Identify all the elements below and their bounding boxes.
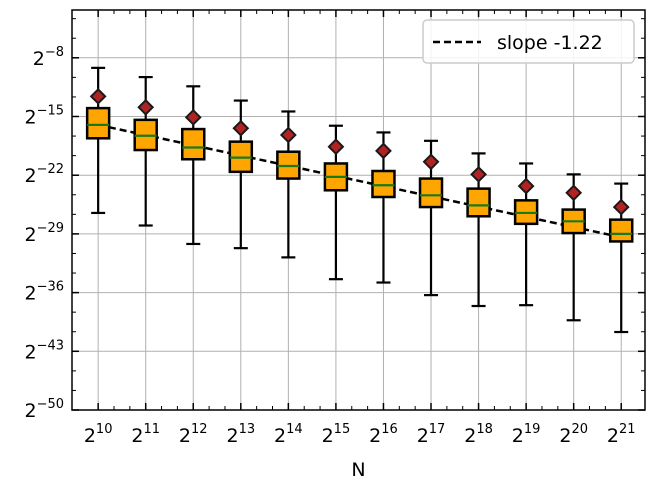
x-tick-label: 221 — [607, 422, 636, 447]
x-tick-label: 212 — [179, 422, 208, 447]
x-tick-label-base: 2 — [607, 425, 619, 447]
tick-group — [72, 10, 645, 411]
max-marker — [137, 98, 155, 116]
x-tick-label-base: 2 — [274, 425, 286, 447]
x-tick-label-base: 2 — [131, 425, 143, 447]
box-group — [85, 66, 634, 334]
y-tick-label-base: 2 — [24, 400, 36, 422]
max-marker — [422, 153, 440, 171]
y-tick-label: 2−50 — [24, 397, 64, 422]
y-tick-label-base: 2 — [24, 165, 36, 187]
y-tick-label-base: 2 — [24, 106, 36, 128]
max-marker — [232, 119, 250, 137]
x-tick-label: 213 — [226, 422, 255, 447]
x-tick-label: 214 — [274, 422, 303, 447]
x-tick-label-exponent: 18 — [476, 422, 493, 437]
y-tick-label: 2−43 — [24, 338, 64, 363]
legend-label: slope -1.22 — [497, 32, 603, 54]
max-marker — [375, 142, 392, 160]
x-axis-title: N — [351, 459, 365, 481]
y-tick-label: 2−15 — [24, 103, 64, 128]
x-tick-label-base: 2 — [84, 425, 96, 447]
y-tick-label-base: 2 — [24, 283, 36, 305]
plot-frame — [71, 9, 646, 411]
y-tick-label-base: 2 — [33, 48, 45, 70]
x-tick-label-exponent: 17 — [429, 422, 446, 437]
max-marker — [612, 198, 630, 216]
max-marker — [565, 184, 583, 202]
x-tick-label: 220 — [559, 422, 588, 447]
x-tick-label-exponent: 16 — [381, 422, 398, 437]
y-tick-label-base: 2 — [24, 224, 36, 246]
x-tick-label-exponent: 10 — [96, 422, 113, 437]
max-marker — [517, 177, 535, 195]
y-tick-label-exponent: −36 — [37, 280, 64, 295]
box — [371, 169, 396, 199]
x-tick-label: 210 — [84, 422, 113, 447]
box — [85, 106, 111, 140]
y-tick-label-exponent: −29 — [37, 221, 64, 236]
y-tick-label: 2−8 — [33, 45, 64, 70]
x-tick-label: 218 — [464, 422, 493, 447]
x-tick-label-base: 2 — [179, 425, 191, 447]
y-tick-label-exponent: −50 — [37, 397, 64, 412]
x-tick-label-exponent: 20 — [571, 422, 588, 437]
x-tick-label: 211 — [131, 422, 160, 447]
box — [608, 218, 634, 243]
y-tick-label-exponent: −8 — [45, 45, 64, 60]
x-tick-labels: 210 211 212 213 214 215 216 217 218 219 220 221 — [84, 422, 636, 447]
x-tick-label-exponent: 15 — [334, 422, 351, 437]
x-tick-label-base: 2 — [464, 425, 476, 447]
max-marker — [279, 126, 297, 144]
x-tick-label-base: 2 — [322, 425, 334, 447]
y-tick-label-exponent: −15 — [37, 103, 64, 118]
x-tick-label: 219 — [512, 422, 541, 447]
max-marker — [184, 108, 202, 126]
y-tick-label: 2−36 — [24, 280, 64, 305]
legend: slope -1.22 — [422, 19, 635, 64]
max-marker — [470, 165, 487, 183]
x-tick-label-base: 2 — [226, 425, 238, 447]
max-marker — [327, 138, 345, 156]
x-tick-label-exponent: 14 — [286, 422, 303, 437]
box — [418, 177, 444, 209]
legend-box — [422, 19, 635, 64]
box — [466, 187, 491, 218]
y-tick-label-exponent: −43 — [37, 338, 64, 353]
y-tick-label: 2−22 — [24, 162, 64, 187]
x-tick-label-base: 2 — [512, 425, 524, 447]
x-tick-label: 216 — [369, 422, 398, 447]
x-tick-label-base: 2 — [417, 425, 429, 447]
y-tick-label-base: 2 — [24, 341, 36, 363]
y-tick-label: 2−29 — [24, 221, 64, 246]
x-tick-label-exponent: 11 — [143, 422, 160, 437]
x-tick-label-exponent: 13 — [239, 422, 256, 437]
x-tick-label: 215 — [322, 422, 351, 447]
x-tick-label-exponent: 12 — [191, 422, 208, 437]
x-tick-label-exponent: 21 — [619, 422, 636, 437]
x-tick-label-exponent: 19 — [524, 422, 541, 437]
x-tick-label-base: 2 — [369, 425, 381, 447]
x-tick-label: 217 — [417, 422, 446, 447]
marker-group — [89, 87, 630, 216]
y-tick-labels: 2−502−432−362−292−222−152−8 — [24, 45, 64, 422]
box — [181, 127, 206, 161]
y-tick-label-exponent: −22 — [37, 162, 64, 177]
x-tick-label-base: 2 — [559, 425, 571, 447]
max-marker — [89, 87, 107, 105]
